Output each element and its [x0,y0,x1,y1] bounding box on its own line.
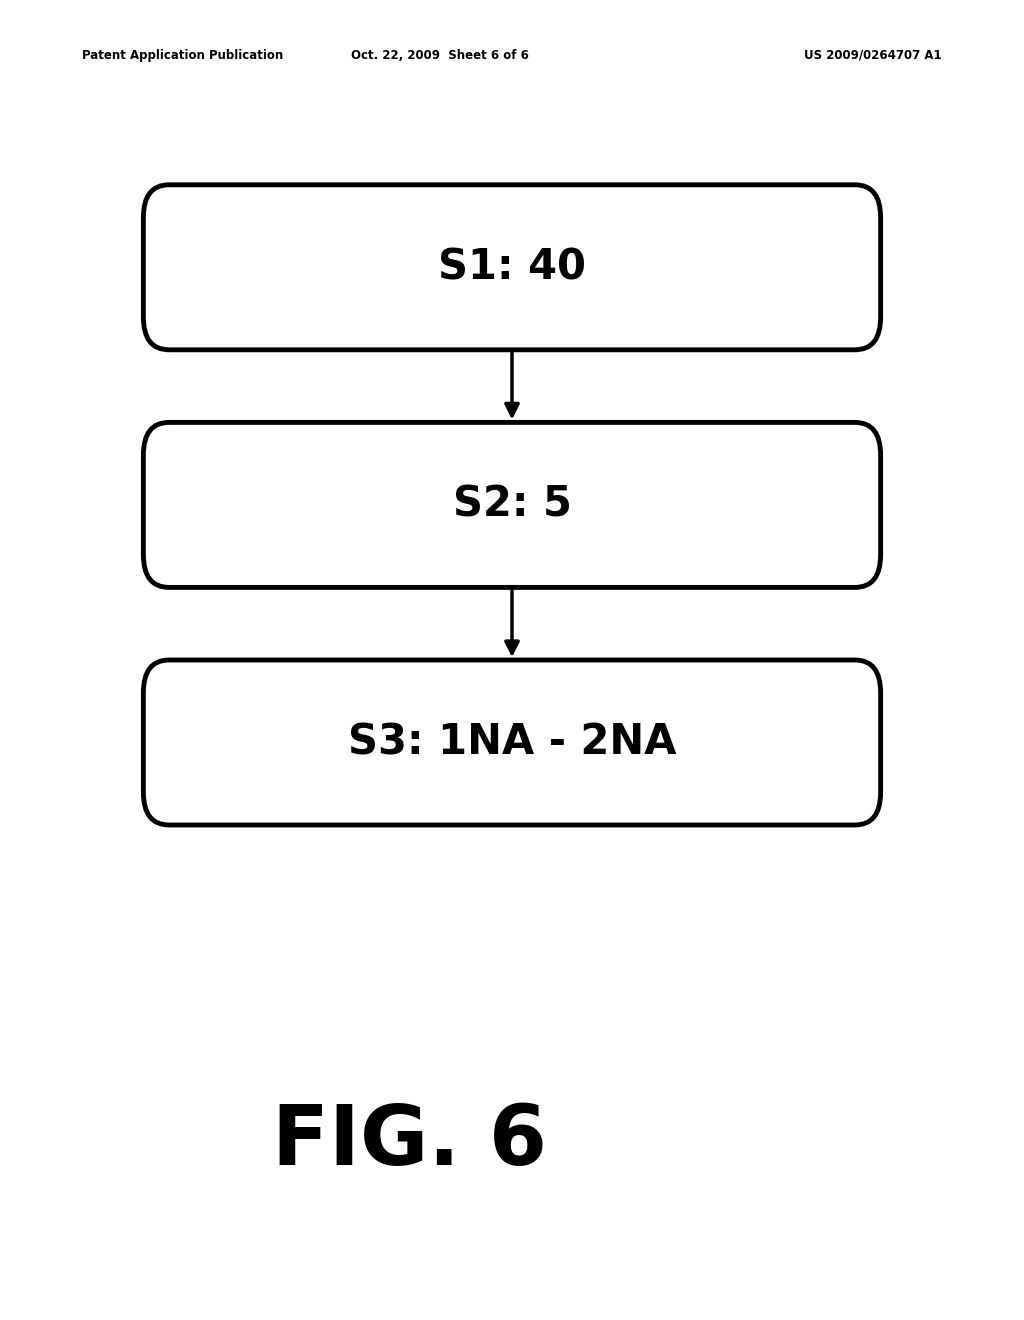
Text: Oct. 22, 2009  Sheet 6 of 6: Oct. 22, 2009 Sheet 6 of 6 [351,49,529,62]
FancyBboxPatch shape [143,660,881,825]
FancyBboxPatch shape [143,422,881,587]
FancyBboxPatch shape [143,185,881,350]
Text: FIG. 6: FIG. 6 [272,1101,547,1183]
Text: US 2009/0264707 A1: US 2009/0264707 A1 [805,49,942,62]
Text: S3: 1NA - 2NA: S3: 1NA - 2NA [348,722,676,763]
Text: S1: 40: S1: 40 [438,247,586,288]
Text: S2: 5: S2: 5 [453,484,571,525]
Text: Patent Application Publication: Patent Application Publication [82,49,284,62]
